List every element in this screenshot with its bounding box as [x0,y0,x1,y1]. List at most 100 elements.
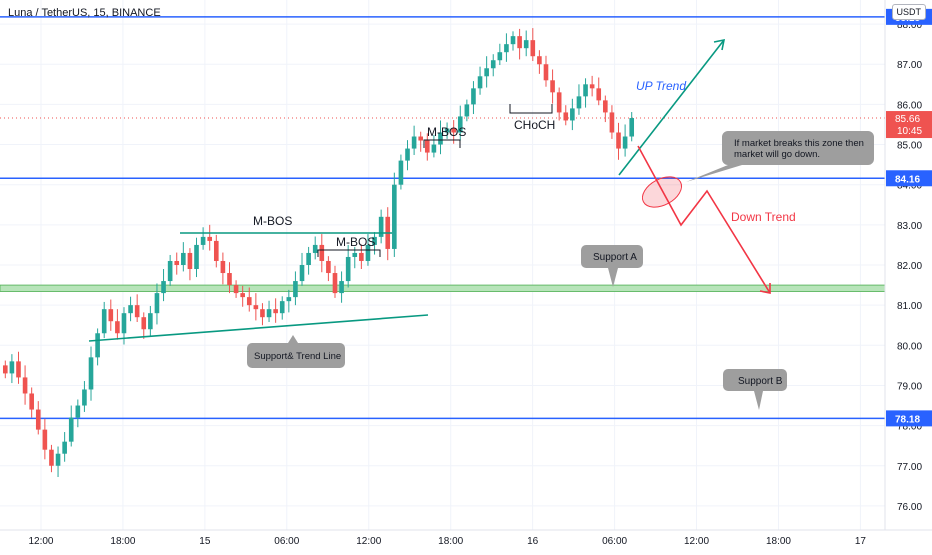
candle-body [570,108,575,121]
note-line-1: If market breaks this zone then [734,138,864,149]
choch-label: CHoCH [514,118,555,132]
time-axis[interactable]: 12:00 18:00 15 06:00 12:00 18:00 16 06:00 12:00 1… [0,529,932,550]
candle-body [273,309,278,314]
choch-line[interactable] [509,104,553,114]
time-tick-label: 06:00 [274,536,299,547]
up-trend-arrowhead [713,38,726,51]
price-tick-label: 88.00 [897,20,922,31]
price-tick-label: 85.00 [897,141,922,152]
candle-body [213,240,219,261]
candle-body [457,116,463,133]
down-trend-label: Down Trend [731,210,796,224]
candle-body [596,88,602,101]
candle-body [121,313,127,334]
candle-body [326,260,331,274]
candle-body [484,68,489,77]
time-axis-ticks: 12:00 18:00 15 06:00 12:00 18:00 16 06:00 12:00 1… [28,536,866,547]
candle-body [392,184,397,249]
candle-body [286,297,292,302]
candle-body [293,281,298,298]
candle-body [16,361,21,378]
candle-body [233,285,239,294]
candle-body [240,293,245,298]
candle-body [108,309,114,322]
candle-body [115,321,120,334]
candle-body [589,84,595,89]
mbos-label-2: M-BOS [336,235,375,249]
last-price-countdown: 10:45 [897,126,922,137]
support-b-callout[interactable] [723,369,787,410]
candle-body [438,132,443,145]
candle-body [418,136,424,141]
time-tick-label: 18:00 [438,536,463,547]
time-tick-label: 15 [199,536,211,547]
candle-body [352,252,358,257]
down-trend-arrowhead [759,283,771,294]
candle-body [2,365,8,374]
candle-body [68,417,74,442]
time-tick-label: 12:00 [356,536,381,547]
candle-body [9,361,15,374]
horizontal-levels [0,16,885,420]
up-trend-label: UP Trend [636,79,686,93]
break-zone-ellipse[interactable] [637,171,686,214]
candle-body [306,252,311,265]
price-axis[interactable]: 88.0087.0086.0085.0084.0083.0082.0081.00… [884,0,932,530]
price-axis-ticks: 88.0087.0086.0085.0084.0083.0082.0081.00… [897,20,922,513]
time-tick-label: 18:00 [110,536,135,547]
candle-body [62,441,67,454]
candle-body [167,260,173,282]
price-tick-label: 87.00 [897,60,922,71]
candle-body [161,281,166,294]
candle-body [537,56,542,65]
candle-body [95,333,100,358]
support-a-callout[interactable] [581,245,643,287]
note-callout[interactable] [686,131,874,182]
mbos-line-3[interactable] [423,139,461,148]
candle-body [609,112,615,133]
candle-body [148,313,153,330]
candle-body [424,140,430,153]
candle-body [431,144,437,153]
support-trend-label: Support& Trend Line [254,351,341,362]
up-trend-arrow[interactable] [618,39,725,176]
candle-body [510,36,516,45]
candle-body [405,148,410,161]
candle-body [174,260,180,265]
mbos-line-2[interactable] [317,249,381,257]
candle-body [128,305,133,314]
price-tick-label: 79.00 [897,381,922,392]
price-tick-label: 77.00 [897,462,922,473]
candle-body [365,244,371,261]
time-tick-label: 18:00 [766,536,791,547]
candle-body [88,357,94,390]
price-tick-label: 86.00 [897,100,922,111]
candle-body [629,118,635,137]
last-price-value: 85.66 [895,114,920,125]
candle-body [29,393,34,410]
support-trend-callout[interactable] [247,335,345,368]
candle-body [22,377,28,394]
candle-body [187,252,193,270]
candle-body [345,256,351,282]
candle-body [253,305,259,310]
candles [2,28,635,477]
candle-body [299,265,305,282]
candle-body [556,92,562,113]
candle-body [603,100,608,113]
time-tick-label: 17 [855,536,867,547]
candle-body [181,252,186,265]
candle-body [260,309,265,318]
price-tick-label: 80.00 [897,341,922,352]
candle-body [220,260,226,274]
note-line-2: market will go down. [734,149,820,160]
chart-grid [0,0,885,530]
level-tag [886,170,932,187]
candle-body [134,305,140,318]
down-trend-arrow[interactable] [637,145,771,294]
currency-button[interactable]: USDT [891,4,926,20]
candle-body [266,309,272,318]
support-trend-line[interactable] [88,314,429,342]
